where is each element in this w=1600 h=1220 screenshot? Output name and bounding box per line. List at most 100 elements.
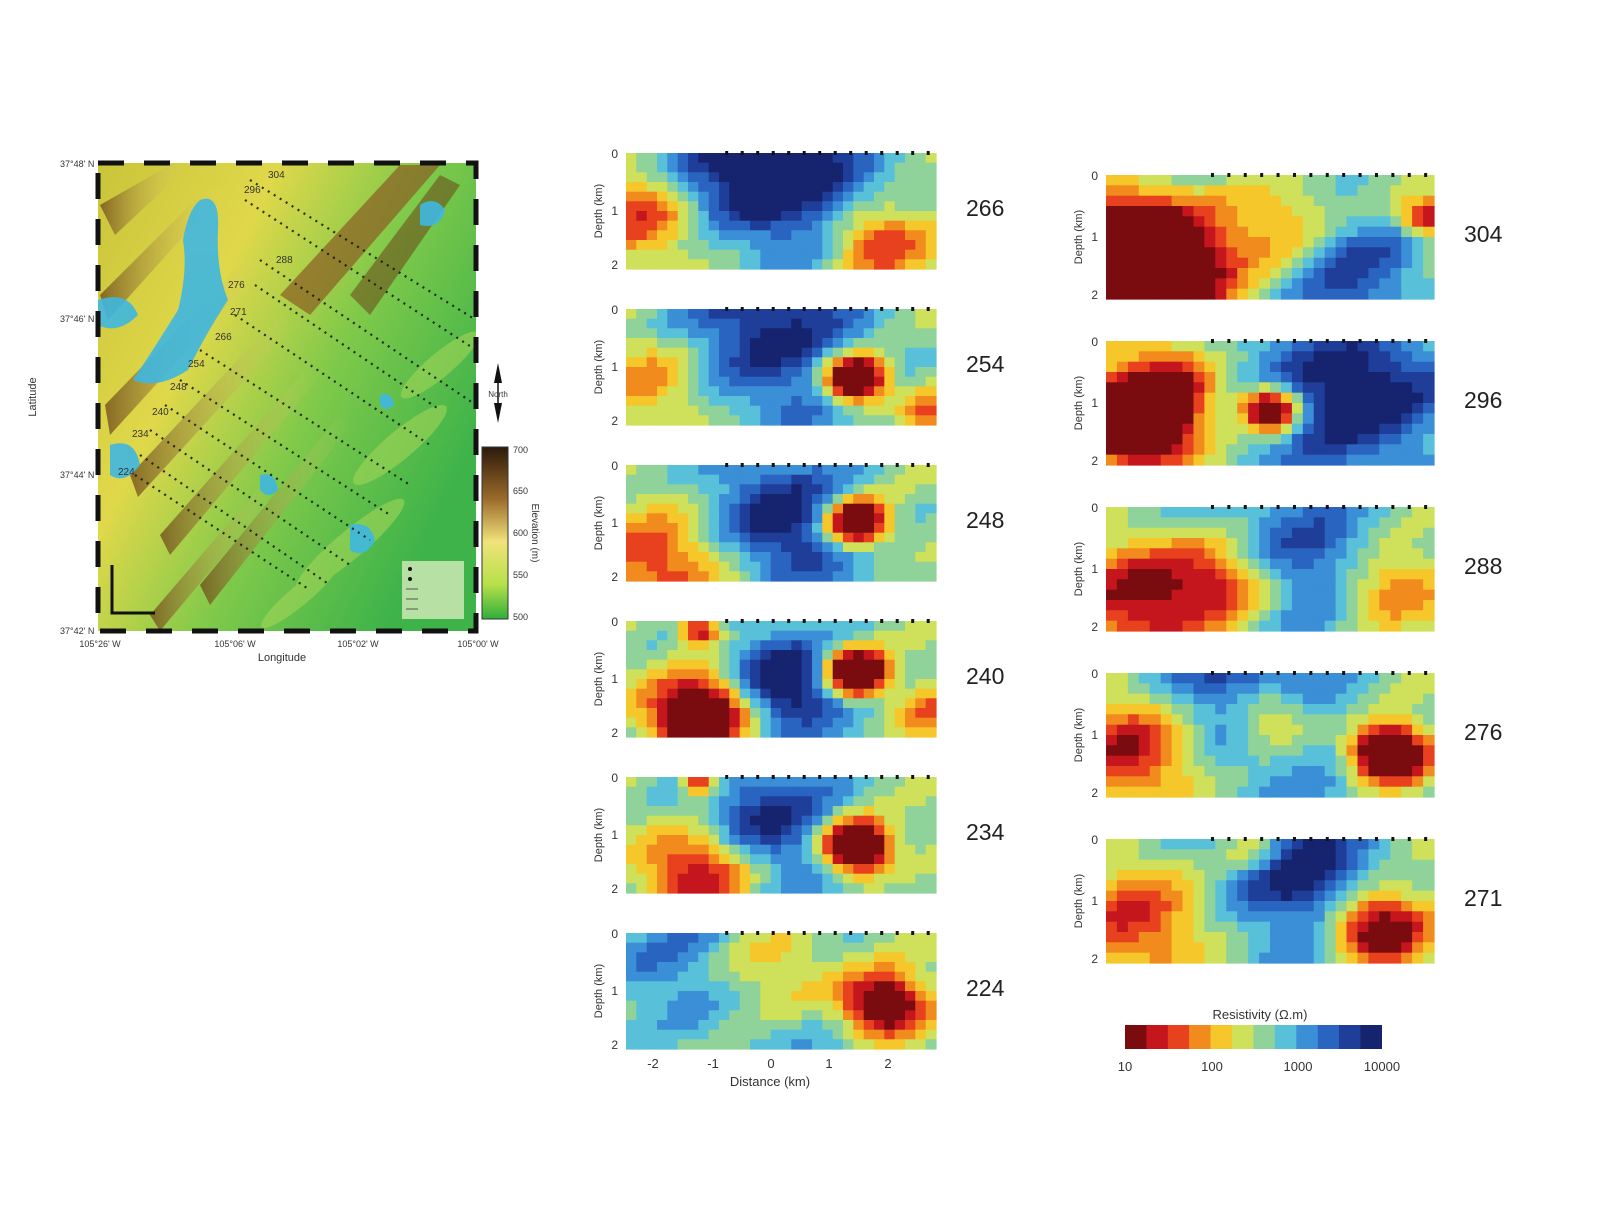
scale-bar — [110, 565, 155, 615]
line-number-label: 276 — [1464, 719, 1503, 745]
depth-tick: 0 — [611, 616, 618, 629]
distance-tick: -1 — [707, 1056, 719, 1071]
resistivity-section-271: 0 1 2 Depth (km) 271 — [1060, 834, 1524, 968]
distance-tick: 2 — [884, 1056, 891, 1071]
map-station-label: 254 — [188, 359, 205, 370]
resistivity-grid — [626, 153, 937, 270]
resistivity-grid — [1106, 175, 1435, 300]
resistivity-title: Resistivity (Ω.m) — [1213, 1007, 1308, 1022]
line-number-label: 288 — [1464, 553, 1503, 579]
station-markers — [1210, 173, 1428, 177]
elevation-tick: 700 — [513, 445, 528, 455]
elevation-tick: 500 — [513, 612, 528, 622]
station-markers — [725, 307, 930, 311]
depth-axis-label: Depth (km) — [593, 652, 605, 706]
depth-axis-label: Depth (km) — [1073, 874, 1085, 928]
colorbar-swatch — [1210, 1025, 1233, 1049]
resistivity-section-296: 0 1 2 Depth (km) 296 — [1060, 336, 1524, 470]
depth-axis-label: Depth (km) — [1073, 708, 1085, 762]
north-arrow-icon: North — [488, 363, 508, 423]
resistivity-grid — [626, 621, 937, 738]
depth-axis-label: Depth (km) — [593, 184, 605, 238]
resistivity-grid — [626, 933, 937, 1050]
station-markers — [725, 463, 930, 467]
depth-tick: 1 — [1091, 894, 1098, 908]
resistivity-tick: 1000 — [1284, 1059, 1313, 1074]
line-number-label: 224 — [966, 975, 1005, 1001]
lon-tick: 105°06' W — [214, 639, 256, 649]
station-markers — [725, 775, 930, 779]
depth-tick: 2 — [1091, 620, 1098, 634]
depth-axis-label: Depth (km) — [593, 340, 605, 394]
depth-tick: 2 — [1091, 288, 1098, 302]
resistivity-section-266: 0 1 2 Depth (km) 266 — [580, 148, 1026, 274]
resistivity-colorbar: Resistivity (Ω.m) 10 100 1000 10000 — [1110, 1005, 1430, 1085]
lat-tick: 37°42' N — [60, 626, 94, 636]
depth-tick: 1 — [611, 360, 618, 374]
distance-tick: -2 — [647, 1056, 659, 1071]
elevation-tick: 650 — [513, 486, 528, 496]
line-number-label: 240 — [966, 663, 1005, 689]
resistivity-grid — [1106, 341, 1435, 466]
depth-tick: 1 — [611, 204, 618, 218]
resistivity-section-304: 0 1 2 Depth (km) 304 — [1060, 170, 1524, 304]
distance-tick: 1 — [825, 1056, 832, 1071]
resistivity-grid — [626, 465, 937, 582]
colorbar-swatch — [1360, 1025, 1382, 1049]
resistivity-grid — [1106, 839, 1435, 964]
depth-tick: 0 — [611, 304, 618, 317]
line-number-label: 296 — [1464, 387, 1503, 413]
elevation-map: 304 296 288 276 271 266 254 248 240 234 … — [27, 159, 540, 664]
map-station-label: 240 — [152, 407, 169, 418]
resistivity-grid — [626, 309, 937, 426]
station-markers — [725, 931, 930, 935]
map-ylabel: Latitude — [27, 377, 39, 416]
line-number-label: 234 — [966, 819, 1005, 845]
map-station-label: 304 — [268, 170, 285, 181]
station-markers — [1210, 505, 1428, 509]
lat-tick: 37°48' N — [60, 159, 94, 169]
depth-tick: 0 — [1091, 170, 1098, 183]
distance-tick: 0 — [767, 1056, 774, 1071]
resistivity-grid — [1106, 507, 1435, 632]
station-markers — [1210, 339, 1428, 343]
resistivity-section-248: 0 1 2 Depth (km) 248 — [580, 460, 1026, 586]
depth-tick: 1 — [611, 828, 618, 842]
depth-tick: 1 — [1091, 728, 1098, 742]
depth-tick: 1 — [1091, 562, 1098, 576]
line-number-label: 304 — [1464, 221, 1503, 247]
depth-tick: 2 — [611, 882, 618, 896]
resistivity-grid — [1106, 673, 1435, 798]
colorbar-swatch — [1167, 1025, 1190, 1049]
resistivity-section-288: 0 1 2 Depth (km) 288 — [1060, 502, 1524, 636]
depth-tick: 2 — [1091, 786, 1098, 800]
map-xlabel: Longitude — [258, 652, 306, 664]
map-terrain — [98, 163, 476, 631]
line-number-label: 266 — [966, 195, 1005, 221]
depth-tick: 0 — [1091, 834, 1098, 847]
lon-tick: 105°26' W — [79, 639, 121, 649]
depth-tick: 0 — [1091, 668, 1098, 681]
depth-tick: 2 — [1091, 454, 1098, 468]
resistivity-section-224: 0 1 2 Depth (km) 224 — [580, 928, 1026, 1054]
colorbar-swatch — [1296, 1025, 1318, 1049]
map-station-label: 234 — [132, 429, 149, 440]
depth-tick: 0 — [611, 928, 618, 941]
map-station-label: 288 — [276, 255, 293, 266]
depth-axis-label: Depth (km) — [593, 496, 605, 550]
resistivity-section-240: 0 1 2 Depth (km) 240 — [580, 616, 1026, 742]
elevation-map-panel: 304 296 288 276 271 266 254 248 240 234 … — [20, 145, 540, 685]
lon-tick: 105°02' W — [337, 639, 379, 649]
depth-axis-label: Depth (km) — [1073, 210, 1085, 264]
colorbar-swatch — [1317, 1025, 1340, 1049]
line-number-label: 248 — [966, 507, 1005, 533]
station-markers — [1210, 837, 1428, 841]
resistivity-section-276: 0 1 2 Depth (km) 276 — [1060, 668, 1524, 802]
depth-tick: 0 — [611, 460, 618, 473]
map-legend — [402, 561, 464, 619]
elevation-colorbar — [481, 446, 509, 620]
depth-axis-label: Depth (km) — [593, 808, 605, 862]
depth-tick: 0 — [611, 772, 618, 785]
depth-tick: 0 — [1091, 336, 1098, 349]
depth-tick: 1 — [1091, 396, 1098, 410]
